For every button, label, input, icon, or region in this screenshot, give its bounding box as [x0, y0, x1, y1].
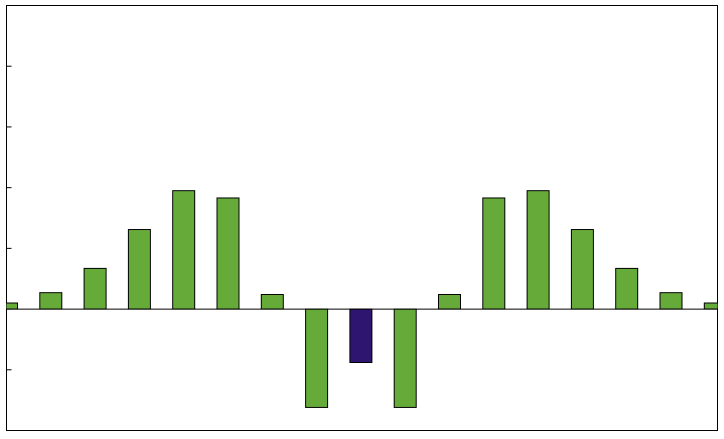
bar-series — [6, 190, 718, 408]
bar-highlighted — [349, 308, 373, 364]
bar — [216, 197, 240, 310]
bar — [39, 292, 63, 310]
bar — [172, 190, 196, 310]
bar — [438, 294, 461, 310]
bar — [393, 308, 417, 408]
y-axis-ticks — [6, 5, 12, 431]
bar — [703, 302, 718, 310]
bar — [127, 229, 151, 310]
bar — [615, 267, 639, 310]
bar — [570, 229, 594, 310]
bar — [83, 267, 107, 310]
bar — [482, 197, 506, 310]
bar — [526, 190, 550, 310]
bar — [659, 292, 683, 310]
bar — [6, 302, 18, 310]
plot-area-frame — [6, 5, 718, 431]
bar — [260, 294, 284, 310]
bar — [305, 308, 329, 408]
